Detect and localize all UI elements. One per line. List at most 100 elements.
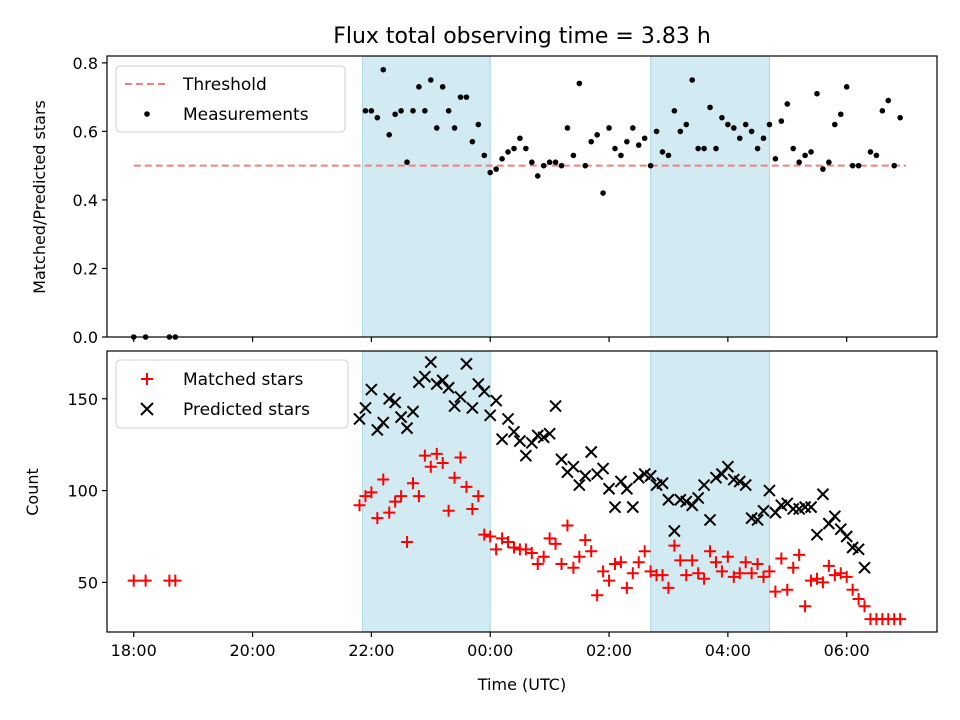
- matched-star-point: [579, 534, 592, 547]
- measurement-point: [487, 169, 494, 176]
- measurement-point: [422, 108, 428, 114]
- matched-star-point: [751, 558, 764, 571]
- matched-star-point: [585, 545, 598, 558]
- x-tick-label: 22:00: [348, 641, 394, 660]
- matched-star-point: [169, 574, 182, 587]
- matched-star-point: [573, 550, 586, 563]
- matched-star-point: [603, 574, 616, 587]
- matched-star-point: [787, 561, 800, 574]
- bottom-axes-frame: [106, 350, 938, 633]
- measurement-point: [659, 149, 666, 155]
- matched-star-point: [430, 447, 443, 460]
- predicted-star-point: [406, 405, 420, 418]
- measurement-point: [546, 159, 553, 166]
- matched-star-point: [680, 569, 693, 582]
- predicted-star-point: [359, 401, 372, 415]
- matched-star-point: [472, 490, 485, 503]
- measurement-point: [736, 135, 743, 142]
- matched-star-point: [424, 460, 437, 473]
- matched-star-point: [365, 486, 378, 499]
- measurement-point: [404, 159, 410, 166]
- measurement-point: [843, 84, 850, 90]
- measurement-point: [641, 135, 648, 142]
- measurement-point: [707, 104, 713, 111]
- y-tick-label: 0.6: [73, 122, 98, 141]
- predicted-star-point: [495, 432, 509, 446]
- legend-threshold-label: Threshold: [182, 75, 267, 95]
- predicted-star-point: [507, 425, 521, 439]
- measurement-point: [552, 159, 559, 166]
- bottom-series: [127, 355, 907, 626]
- measurement-point: [392, 111, 398, 118]
- measurement-point: [701, 145, 707, 152]
- bottom-shaded-bands: [361, 350, 770, 633]
- matched-star-point: [709, 556, 722, 569]
- y-tick-label: 0.8: [73, 54, 98, 73]
- measurement-point: [576, 80, 583, 87]
- predicted-star-point: [656, 477, 669, 490]
- measurement-point: [618, 152, 624, 159]
- predicted-star-point: [501, 412, 515, 426]
- measurement-point: [671, 108, 678, 114]
- measurement-point: [606, 125, 612, 131]
- matched-star-point: [567, 561, 580, 574]
- measurement-point: [891, 162, 898, 169]
- predicted-star-point: [460, 357, 473, 371]
- matched-star-point: [406, 477, 419, 490]
- predicted-star-point: [697, 478, 711, 492]
- measurement-point: [760, 135, 767, 142]
- y-tick-label: 0.2: [73, 259, 98, 278]
- measurement-point: [790, 145, 797, 152]
- top-legend-box: [115, 65, 346, 133]
- predicted-star-point: [596, 462, 610, 475]
- measurement-point: [677, 128, 684, 135]
- legend-measurements-label: Measurements: [183, 105, 309, 125]
- matched-star-point: [127, 574, 140, 587]
- predicted-star-point: [442, 381, 455, 394]
- measurement-point: [410, 108, 416, 114]
- measurement-point: [630, 125, 636, 131]
- matched-star-point: [858, 600, 871, 613]
- predicted-star-point: [858, 561, 871, 574]
- matched-star-point: [448, 471, 461, 484]
- matched-star-point: [371, 512, 384, 525]
- predicted-star-point: [543, 427, 556, 440]
- predicted-star-point: [484, 409, 497, 422]
- matched-star-point: [460, 480, 473, 493]
- measurement-point: [588, 138, 595, 145]
- predicted-star-point: [721, 460, 735, 473]
- matched-star-point: [757, 570, 770, 583]
- measurement-point: [493, 166, 499, 172]
- matched-star-point: [632, 556, 645, 569]
- matched-star-point: [828, 569, 841, 582]
- matched-star-point: [745, 567, 758, 580]
- matched-star-point: [555, 558, 568, 571]
- matched-star-point: [377, 473, 390, 486]
- measurement-point: [475, 121, 482, 128]
- measurement-point: [600, 190, 606, 196]
- predicted-star-point: [816, 488, 830, 501]
- measurement-point: [445, 108, 452, 114]
- predicted-star-point: [709, 471, 723, 484]
- measurement-point: [897, 114, 903, 121]
- x-tick-label: 02:00: [586, 641, 632, 660]
- measurement-point: [523, 145, 529, 152]
- matched-star-point: [626, 567, 639, 580]
- x-tick-label: 04:00: [705, 641, 751, 660]
- measurement-point: [505, 149, 511, 155]
- measurement-point: [837, 111, 844, 118]
- shaded-band-2: [650, 55, 770, 338]
- measurement-point: [695, 145, 701, 152]
- legend-predicted-label: Predicted stars: [183, 400, 310, 420]
- measurement-point: [517, 135, 523, 142]
- top-axes-frame: [106, 55, 938, 338]
- measurement-point: [796, 159, 802, 166]
- measurement-point: [808, 149, 814, 155]
- measurement-point: [814, 90, 820, 97]
- matched-star-point: [561, 519, 574, 532]
- matched-star-point: [389, 495, 402, 508]
- matched-star-point: [383, 506, 396, 519]
- predicted-star-point: [852, 543, 865, 556]
- legend-matched-swatch: [141, 373, 153, 385]
